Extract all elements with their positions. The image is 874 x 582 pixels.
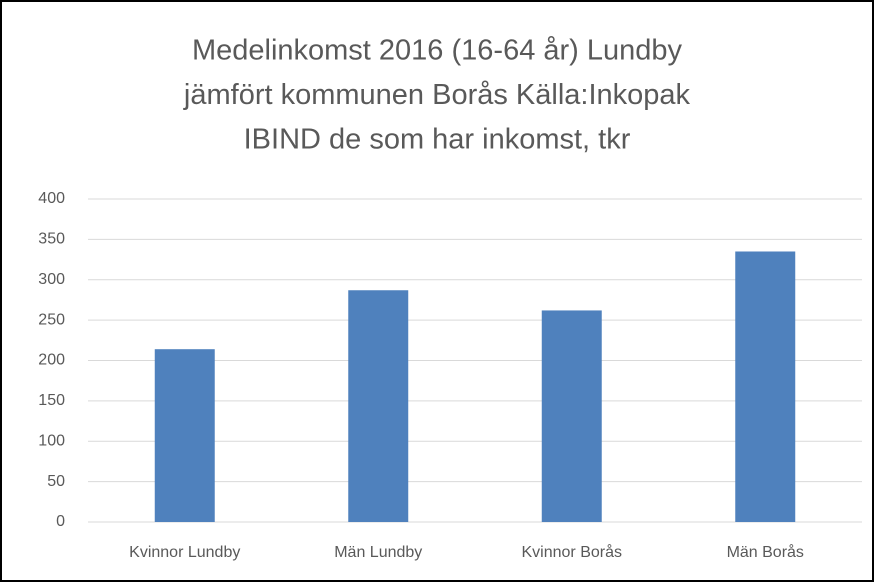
y-tick-label: 300 <box>38 271 65 288</box>
y-tick-label: 0 <box>56 513 65 530</box>
y-tick-label: 150 <box>38 392 65 409</box>
x-tick-label: Kvinnor Borås <box>522 543 623 561</box>
y-tick-label: 200 <box>38 352 65 369</box>
bar <box>735 251 796 523</box>
y-tick-label: 350 <box>38 231 65 248</box>
x-tick-label: Kvinnor Lundby <box>129 544 240 561</box>
chart-title: jämfört kommunen Borås Källa:Inkopak <box>183 79 691 111</box>
x-tick-label: Män Lundby <box>334 544 422 561</box>
x-tick-label: Män Borås <box>727 543 804 561</box>
bar <box>154 349 215 522</box>
y-tick-label: 250 <box>38 311 65 328</box>
chart-title: Medelinkomst 2016 (16-64 år) Lundby <box>192 35 683 67</box>
y-tick-label: 100 <box>38 432 65 449</box>
bar <box>348 290 409 522</box>
y-tick-label: 50 <box>47 473 65 490</box>
bar <box>541 310 602 522</box>
y-tick-label: 400 <box>38 190 65 207</box>
chart-title: IBIND de som har inkomst, tkr <box>244 124 631 156</box>
